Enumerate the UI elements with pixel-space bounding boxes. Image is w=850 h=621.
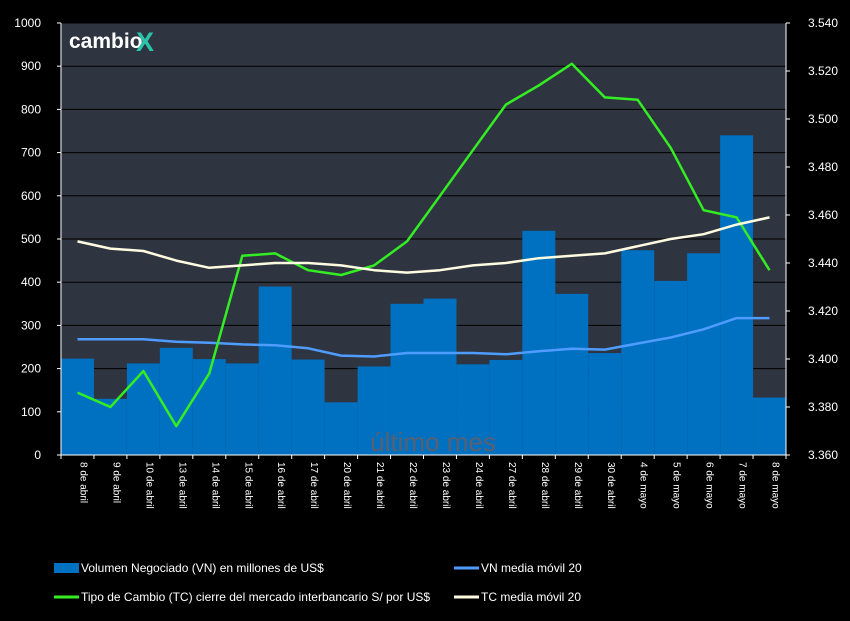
x-tick-label: 8 de mayo	[770, 462, 781, 509]
x-tick-label: 28 de abril	[539, 462, 550, 509]
legend-label: TC media móvil 20	[481, 590, 581, 604]
x-tick-label: 9 de abril	[110, 462, 121, 503]
y-right-tick-label: 3.360	[808, 448, 838, 462]
volume-bar	[588, 353, 622, 455]
y-right-tick-label: 3.480	[808, 160, 838, 174]
x-axis: 8 de abril 9 de abril 10 de abril 13 de abr…	[60, 454, 787, 509]
volume-bars	[61, 135, 786, 455]
x-tick-label: 6 de mayo	[704, 462, 715, 509]
left-axis: 0 100 200 300 400 500 600 700 800 900 1000	[14, 16, 62, 462]
brand-x-icon: X	[136, 27, 154, 57]
y-right-tick-label: 3.380	[808, 400, 838, 414]
volume-bar	[61, 358, 94, 455]
volume-bar	[456, 364, 490, 455]
volume-bar	[258, 286, 292, 455]
volume-bar	[720, 135, 754, 455]
volume-bar	[423, 298, 457, 455]
x-tick-label: 17 de abril	[308, 462, 319, 509]
y-left-tick-label: 500	[21, 232, 41, 246]
legend-swatch-bar	[54, 563, 79, 573]
y-right-tick-label: 3.400	[808, 352, 838, 366]
y-left-tick-label: 400	[21, 275, 41, 289]
y-left-tick-label: 100	[21, 405, 41, 419]
x-tick-label: 27 de abril	[506, 462, 517, 509]
volume-bar	[357, 366, 391, 455]
x-tick-label: 20 de abril	[341, 462, 352, 509]
y-right-tick-label: 3.500	[808, 112, 838, 126]
y-right-tick-label: 3.440	[808, 256, 838, 270]
volume-bar	[555, 293, 589, 455]
y-right-tick-label: 3.540	[808, 16, 838, 30]
volume-bar	[225, 363, 259, 455]
y-right-tick-label: 3.460	[808, 208, 838, 222]
y-left-tick-label: 800	[21, 102, 41, 116]
volume-bar	[324, 402, 358, 455]
volume-bar	[753, 397, 786, 455]
legend-label: Tipo de Cambio (TC) cierre del mercado i…	[81, 590, 430, 604]
right-axis: 3.360 3.380 3.400 3.420 3.440 3.460 3.480 3.500…	[785, 16, 838, 462]
series-line	[77, 216, 770, 274]
brand-logo: cambio X	[69, 27, 154, 57]
y-left-tick-label: 600	[21, 189, 41, 203]
legend-label: VN media móvil 20	[481, 561, 582, 575]
x-tick-label: 24 de abril	[473, 462, 484, 509]
x-tick-label: 13 de abril	[176, 462, 187, 509]
y-right-tick-label: 3.520	[808, 64, 838, 78]
volume-bar	[489, 359, 523, 455]
series-lines	[76, 62, 771, 428]
x-tick-label: 14 de abril	[209, 462, 220, 509]
x-tick-label: 29 de abril	[572, 462, 583, 509]
volume-bar	[390, 303, 424, 455]
x-tick-label: 23 de abril	[440, 462, 451, 509]
x-tick-label: 21 de abril	[374, 462, 385, 509]
x-tick-label: 16 de abril	[275, 462, 286, 509]
legend: Volumen Negociado (VN) en millones de US…	[54, 561, 582, 604]
brand-text: cambio	[69, 30, 143, 53]
x-tick-label: 8 de abril	[77, 462, 88, 503]
volume-bar	[621, 250, 655, 455]
y-left-tick-label: 200	[21, 362, 41, 376]
y-left-tick-label: 700	[21, 146, 41, 160]
x-tick-label: 15 de abril	[242, 462, 253, 509]
x-tick-label: 22 de abril	[407, 462, 418, 509]
x-tick-label: 5 de mayo	[671, 462, 682, 509]
x-tick-label: 7 de mayo	[737, 462, 748, 509]
y-left-tick-label: 1000	[14, 16, 41, 30]
volume-bar	[522, 230, 556, 455]
volume-bar	[654, 280, 688, 455]
y-left-tick-label: 0	[34, 448, 41, 462]
x-tick-label: 10 de abril	[143, 462, 154, 509]
y-right-tick-label: 3.420	[808, 304, 838, 318]
x-tick-label: 30 de abril	[605, 462, 616, 509]
series-line	[76, 62, 771, 428]
watermark-text: último mes	[370, 427, 496, 457]
volume-bar	[687, 253, 721, 455]
series-line	[77, 316, 770, 358]
legend-label: Volumen Negociado (VN) en millones de US…	[81, 561, 324, 575]
y-left-tick-label: 300	[21, 318, 41, 332]
volume-bar	[159, 347, 193, 455]
y-left-tick-label: 900	[21, 59, 41, 73]
volume-bar	[126, 363, 160, 455]
volume-bar	[291, 359, 325, 455]
x-tick-label: 4 de mayo	[638, 462, 649, 509]
